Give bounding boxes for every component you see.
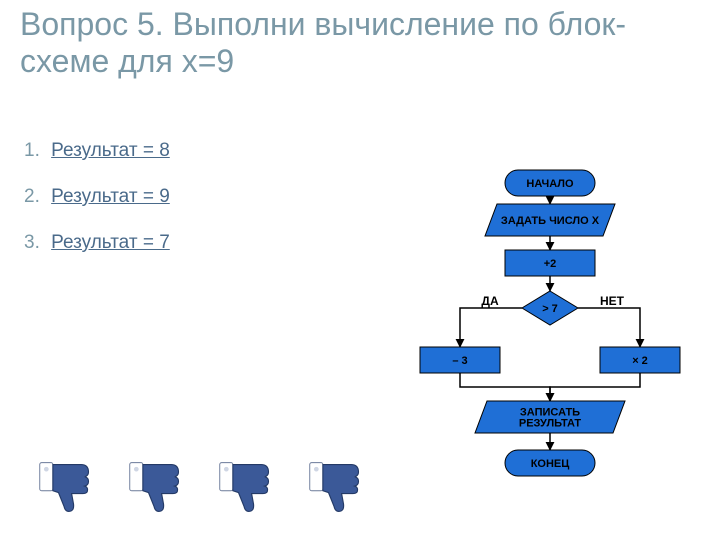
thumbs-down-icon — [216, 457, 276, 522]
flow-node: – 3 — [420, 347, 500, 373]
flow-node: > 7 — [522, 291, 578, 325]
flow-node: НАЧАЛО — [505, 170, 595, 196]
svg-text:НАЧАЛО: НАЧАЛО — [526, 178, 574, 190]
flowchart: ДА НЕТ НАЧАЛО ЗАДАТЬ ЧИСЛО X +2 > 7 – 3 × 2 ЗАПИ… — [400, 145, 700, 505]
answer-link-3[interactable]: Результат = 7 — [51, 232, 170, 253]
answer-option-1[interactable]: Результат = 8 — [24, 140, 170, 162]
svg-text:ДА: ДА — [481, 294, 499, 308]
svg-text:НЕТ: НЕТ — [600, 294, 625, 308]
thumbs-down-icon — [36, 457, 96, 522]
flow-node: ЗАПИСАТЬРЕЗУЛЬТАТ — [475, 401, 625, 433]
answer-list: Результат = 8 Результат = 9 Результат = … — [24, 140, 170, 278]
thumbs-row — [36, 457, 366, 522]
answer-link-1[interactable]: Результат = 8 — [51, 140, 170, 161]
flow-node: ЗАДАТЬ ЧИСЛО X — [485, 204, 615, 236]
svg-text:> 7: > 7 — [542, 303, 558, 315]
svg-text:+2: +2 — [544, 258, 557, 270]
svg-text:× 2: × 2 — [632, 355, 648, 367]
svg-text:РЕЗУЛЬТАТ: РЕЗУЛЬТАТ — [519, 418, 582, 430]
thumbs-down-icon — [306, 457, 366, 522]
flow-node: +2 — [505, 250, 595, 276]
question-title: Вопрос 5. Выполни вычисление по блок-схе… — [20, 6, 700, 80]
flow-node: × 2 — [600, 347, 680, 373]
svg-text:– 3: – 3 — [452, 355, 467, 367]
svg-text:ЗАДАТЬ ЧИСЛО X: ЗАДАТЬ ЧИСЛО X — [501, 215, 600, 227]
answer-option-2[interactable]: Результат = 9 — [24, 186, 170, 208]
svg-text:КОНЕЦ: КОНЕЦ — [531, 458, 570, 470]
answer-option-3[interactable]: Результат = 7 — [24, 232, 170, 254]
thumbs-down-icon — [126, 457, 186, 522]
answer-link-2[interactable]: Результат = 9 — [51, 186, 170, 207]
flow-node: КОНЕЦ — [505, 450, 595, 476]
